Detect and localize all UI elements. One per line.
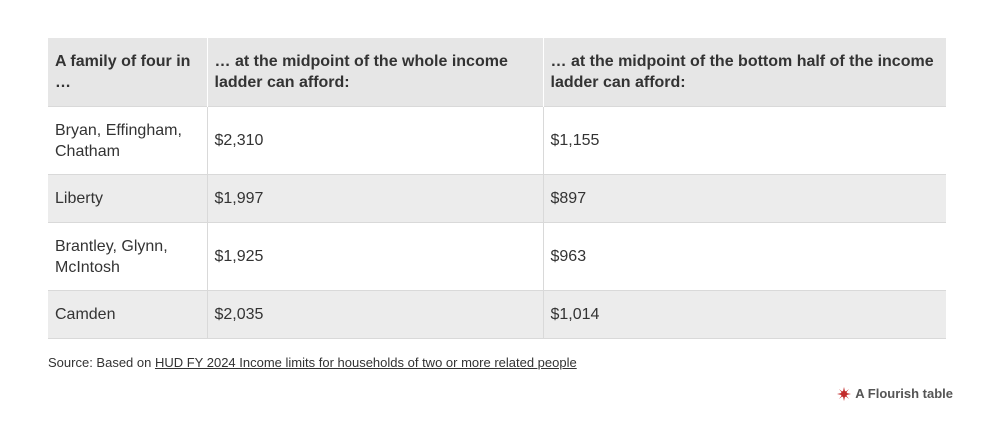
source-link[interactable]: HUD FY 2024 Income limits for households…: [154, 355, 577, 370]
data-table: A family of four in … … at the midpoint …: [48, 38, 946, 339]
column-header[interactable]: A family of four in …: [48, 38, 208, 107]
table-cell-county: Bryan, Effingham, Chatham: [48, 106, 208, 175]
table-cell-value: $2,035: [207, 290, 544, 339]
source-note: Source: Based on HUD FY 2024 Income limi…: [48, 355, 577, 370]
table-header-row: A family of four in … … at the midpoint …: [48, 38, 946, 107]
table-cell-value: $1,014: [543, 290, 946, 339]
source-prefix: Source: Based on: [48, 355, 155, 370]
table-cell-county: Liberty: [48, 174, 208, 223]
table-cell-county: Camden: [48, 290, 208, 339]
table-cell-value: $1,155: [543, 106, 946, 175]
table-row: Bryan, Effingham, Chatham $2,310 $1,155: [48, 106, 946, 175]
table-cell-value: $963: [543, 222, 946, 291]
table-cell-value: $897: [543, 174, 946, 223]
column-header[interactable]: … at the midpoint of the bottom half of …: [543, 38, 946, 107]
table-cell-value: $1,925: [207, 222, 544, 291]
table-row: Brantley, Glynn, McIntosh $1,925 $963: [48, 222, 946, 291]
flourish-credit-link[interactable]: A Flourish table: [837, 386, 953, 401]
table-row: Camden $2,035 $1,014: [48, 290, 946, 339]
table-container: A family of four in … … at the midpoint …: [48, 38, 946, 339]
table-cell-county: Brantley, Glynn, McIntosh: [48, 222, 208, 291]
flourish-logo-icon: [837, 386, 852, 401]
table-cell-value: $2,310: [207, 106, 544, 175]
flourish-credit-label: A Flourish table: [855, 386, 953, 401]
column-header[interactable]: … at the midpoint of the whole income la…: [207, 38, 544, 107]
table-row: Liberty $1,997 $897: [48, 174, 946, 223]
table-cell-value: $1,997: [207, 174, 544, 223]
